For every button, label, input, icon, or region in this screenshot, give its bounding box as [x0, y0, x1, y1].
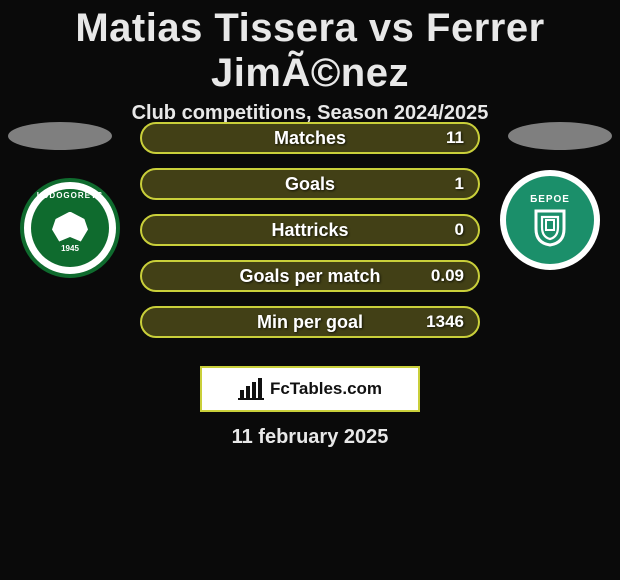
stat-value: 0.09 [431, 266, 464, 286]
date-line: 11 february 2025 [0, 426, 620, 449]
shield-icon [530, 207, 570, 247]
club-badge-left-name: LUDOGORETS [31, 191, 109, 200]
club-badge-right: БЕРОЕ [500, 170, 600, 270]
stat-value: 1346 [426, 312, 464, 332]
stat-row-hattricks: Hattricks 0 [140, 214, 480, 246]
club-badge-left-inner: LUDOGORETS 1945 [31, 189, 109, 267]
stat-label: Goals [285, 174, 335, 195]
club-badge-right-inner: БЕРОЕ [530, 194, 570, 247]
stat-row-goals: Goals 1 [140, 168, 480, 200]
stat-label: Matches [274, 128, 346, 149]
stat-bars: Matches 11 Goals 1 Hattricks 0 Goals per… [140, 122, 480, 352]
club-badge-left: LUDOGORETS 1945 [20, 178, 120, 278]
eagle-icon [52, 212, 88, 242]
footer-brand-box: FcTables.com [200, 366, 420, 412]
bar-chart-icon [238, 378, 264, 400]
footer-site-name: FcTables.com [270, 379, 382, 399]
stat-row-min-per-goal: Min per goal 1346 [140, 306, 480, 338]
stat-value: 1 [455, 174, 464, 194]
player-left-head-placeholder [8, 122, 112, 150]
player-right-head-placeholder [508, 122, 612, 150]
stat-label: Min per goal [257, 312, 363, 333]
stat-value: 0 [455, 220, 464, 240]
infographic-root: Matias Tissera vs Ferrer JimÃ©nez Club c… [0, 0, 620, 580]
stat-row-goals-per-match: Goals per match 0.09 [140, 260, 480, 292]
club-badge-right-name: БЕРОЕ [530, 194, 570, 205]
stat-row-matches: Matches 11 [140, 122, 480, 154]
page-title: Matias Tissera vs Ferrer JimÃ©nez [0, 0, 620, 96]
stat-label: Goals per match [239, 266, 380, 287]
club-badge-left-year: 1945 [61, 244, 79, 253]
stat-label: Hattricks [271, 220, 348, 241]
stat-value: 11 [446, 128, 464, 148]
